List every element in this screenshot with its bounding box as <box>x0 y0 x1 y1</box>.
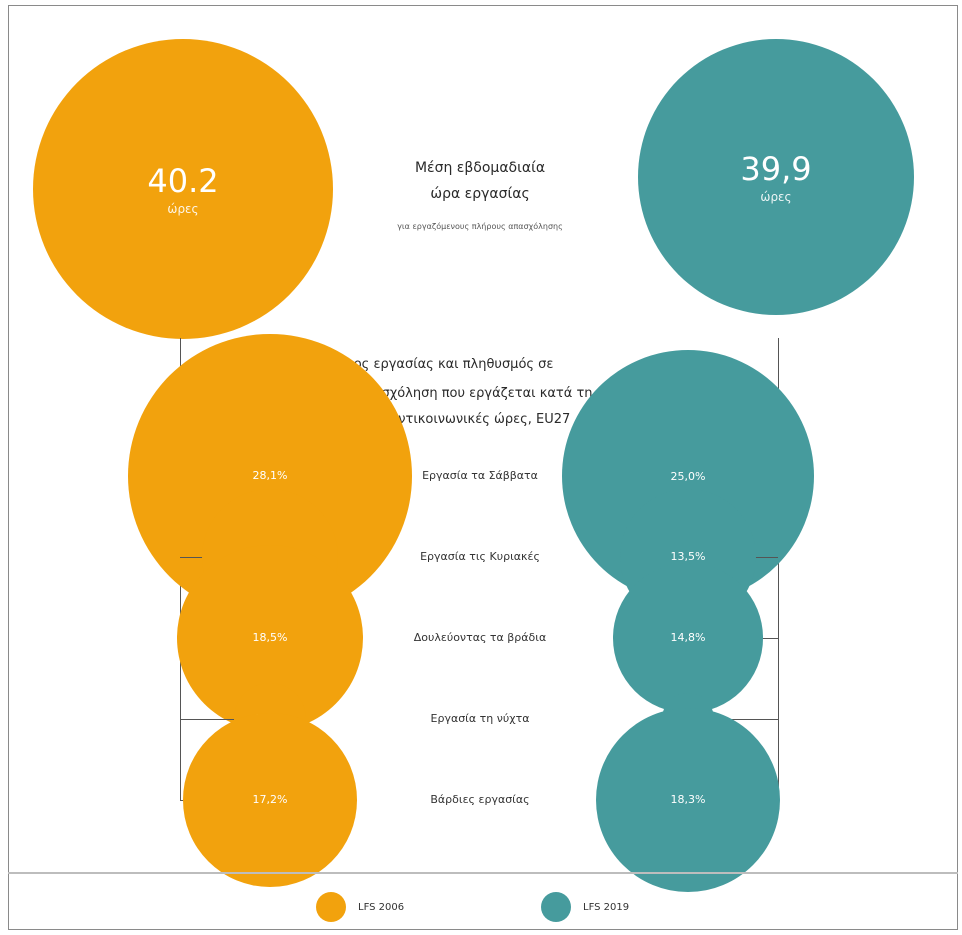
header-title-line1: Μέση εβδομαδιαία <box>414 160 546 176</box>
legend-item-2019: LFS 2019 <box>541 892 629 922</box>
right-average-value: 39,9 <box>740 150 812 188</box>
category-label: Δουλεύοντας τα βράδια <box>413 631 547 644</box>
legend-swatch-2006 <box>316 892 346 922</box>
legend-swatch-2019 <box>541 892 571 922</box>
bubble-value-label: 14,8% <box>670 631 706 645</box>
bubble-2019: 18,3% <box>595 707 781 893</box>
bubble-value-label: 13,5% <box>670 550 706 564</box>
section-title-line2: απασχόληση που εργάζεται κατά τη διάρκει… <box>356 386 654 401</box>
bubble-value-label: 18,3% <box>670 793 706 807</box>
category-label: Εργασία τα Σάββατα <box>422 469 538 482</box>
left-row-connector <box>180 719 270 720</box>
left-unit: ώρες <box>167 202 199 216</box>
chart-frame <box>8 5 958 930</box>
right-unit: ώρες <box>760 190 792 204</box>
bubble-value-label: 28,1% <box>252 469 288 483</box>
circle-2019-average-hours: 39,9 ώρες <box>638 39 914 315</box>
bubble-value-label: 17,2% <box>252 793 288 807</box>
circle-2006-average-hours: 40.2 ώρες <box>33 39 333 339</box>
header-subtitle: για εργαζόμενους πλήρους απασχόλησης <box>397 222 563 231</box>
legend-separator <box>8 872 958 874</box>
left-average-value: 40.2 <box>147 162 219 200</box>
category-label: Βάρδιες εργασίας <box>430 793 530 806</box>
category-label: Εργασία τις Κυριακές <box>420 550 540 563</box>
header-title-line2: ώρα εργασίας <box>430 186 530 202</box>
bubble-value-label: 25,0% <box>670 469 706 483</box>
section-title-line3: αντικοινωνικές ώρες, EU27 <box>389 412 571 427</box>
legend-label-2019: LFS 2019 <box>583 901 630 913</box>
category-label: Εργασία τη νύχτα <box>430 712 530 725</box>
right-vertical-connector <box>778 338 779 800</box>
legend-item-2006: LFS 2006 <box>316 892 404 922</box>
bubble-2019: 14,8% <box>613 563 763 713</box>
legend-label-2006: LFS 2006 <box>358 901 405 913</box>
bubble-2006: 17,2% <box>183 713 357 887</box>
bubble-value-label: 18,5% <box>252 631 288 645</box>
